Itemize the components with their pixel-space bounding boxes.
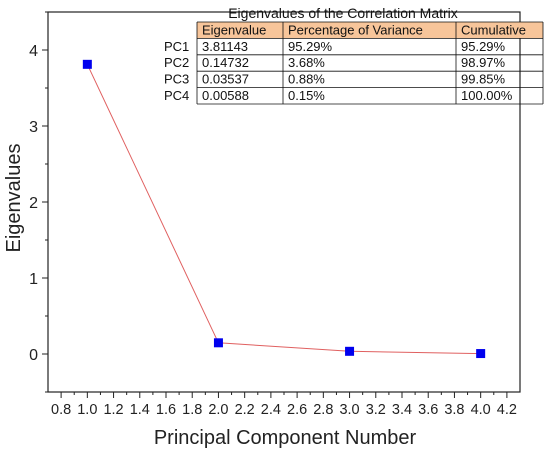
x-tick-label: 2.0 bbox=[208, 402, 228, 418]
table-cell: 0.15% bbox=[288, 88, 325, 103]
x-tick-label: 4.0 bbox=[471, 402, 491, 418]
x-tick-label: 4.2 bbox=[497, 402, 517, 418]
x-tick-label: 1.2 bbox=[103, 402, 123, 418]
table-cell: 3.81143 bbox=[202, 39, 248, 54]
table-cell: 100.00% bbox=[461, 88, 513, 103]
table-row-label: PC4 bbox=[164, 88, 189, 103]
table-header-background bbox=[197, 22, 543, 39]
table-cell: 95.29% bbox=[461, 39, 506, 54]
x-tick-label: 3.0 bbox=[339, 402, 359, 418]
x-tick-label: 3.8 bbox=[444, 402, 464, 418]
x-tick-label: 1.4 bbox=[130, 402, 150, 418]
series-marks bbox=[82, 59, 486, 359]
y-tick-label: 3 bbox=[29, 119, 38, 136]
x-tick-label: 1.0 bbox=[77, 402, 97, 418]
table-row-label: PC2 bbox=[164, 55, 189, 70]
axes: 0.8 1.0 1.2 1.4 1.6 1.8 2.0 2.2 2.4 2.6 2.8 3.0 3.2 3… bbox=[29, 11, 521, 418]
table-cell: 98.97% bbox=[461, 55, 506, 70]
y-tick-label: 0 bbox=[29, 347, 38, 364]
table-cell: 0.00588 bbox=[202, 88, 249, 103]
table-cell: 95.29% bbox=[288, 39, 333, 54]
x-axis-title: Principal Component Number bbox=[154, 427, 417, 449]
x-tick-label: 0.8 bbox=[51, 402, 71, 418]
data-point bbox=[82, 59, 92, 69]
eigenvalue-table: Eigenvalues of the Correlation MatrixEig… bbox=[164, 5, 544, 105]
x-tick-label: 3.6 bbox=[418, 402, 438, 418]
data-point bbox=[476, 349, 486, 359]
plot-frame bbox=[47, 11, 521, 393]
x-tick-label: 1.8 bbox=[182, 402, 202, 418]
table-row-label: PC1 bbox=[164, 39, 189, 54]
table-header-cell: Eigenvalue bbox=[202, 22, 266, 37]
data-point bbox=[345, 346, 355, 356]
table-header-cell: Percentage of Variance bbox=[288, 22, 423, 37]
x-tick-label: 2.4 bbox=[261, 402, 281, 418]
table-cell: 0.88% bbox=[288, 72, 325, 87]
table-row-label: PC3 bbox=[164, 72, 189, 87]
table-cell: 3.68% bbox=[288, 55, 325, 70]
table-cell: 0.03537 bbox=[202, 72, 249, 87]
y-tick-label: 2 bbox=[29, 195, 38, 212]
series-line bbox=[86, 64, 481, 355]
y-tick-label: 4 bbox=[29, 43, 38, 60]
x-tick-label: 2.6 bbox=[287, 402, 307, 418]
x-tick-label: 2.2 bbox=[235, 402, 255, 418]
y-tick-label: 1 bbox=[29, 271, 38, 288]
x-tick-label: 3.4 bbox=[392, 402, 412, 418]
table-cell: 99.85% bbox=[461, 72, 506, 87]
data-point bbox=[213, 338, 223, 348]
x-tick-label: 1.6 bbox=[156, 402, 176, 418]
x-tick-label: 2.8 bbox=[313, 402, 333, 418]
table-header-cell: Cumulative bbox=[461, 22, 526, 37]
y-axis-title: Eigenvalues bbox=[3, 144, 25, 253]
table-cell: 0.14732 bbox=[202, 55, 249, 70]
table-title: Eigenvalues of the Correlation Matrix bbox=[228, 5, 458, 21]
x-tick-label: 3.2 bbox=[366, 402, 386, 418]
